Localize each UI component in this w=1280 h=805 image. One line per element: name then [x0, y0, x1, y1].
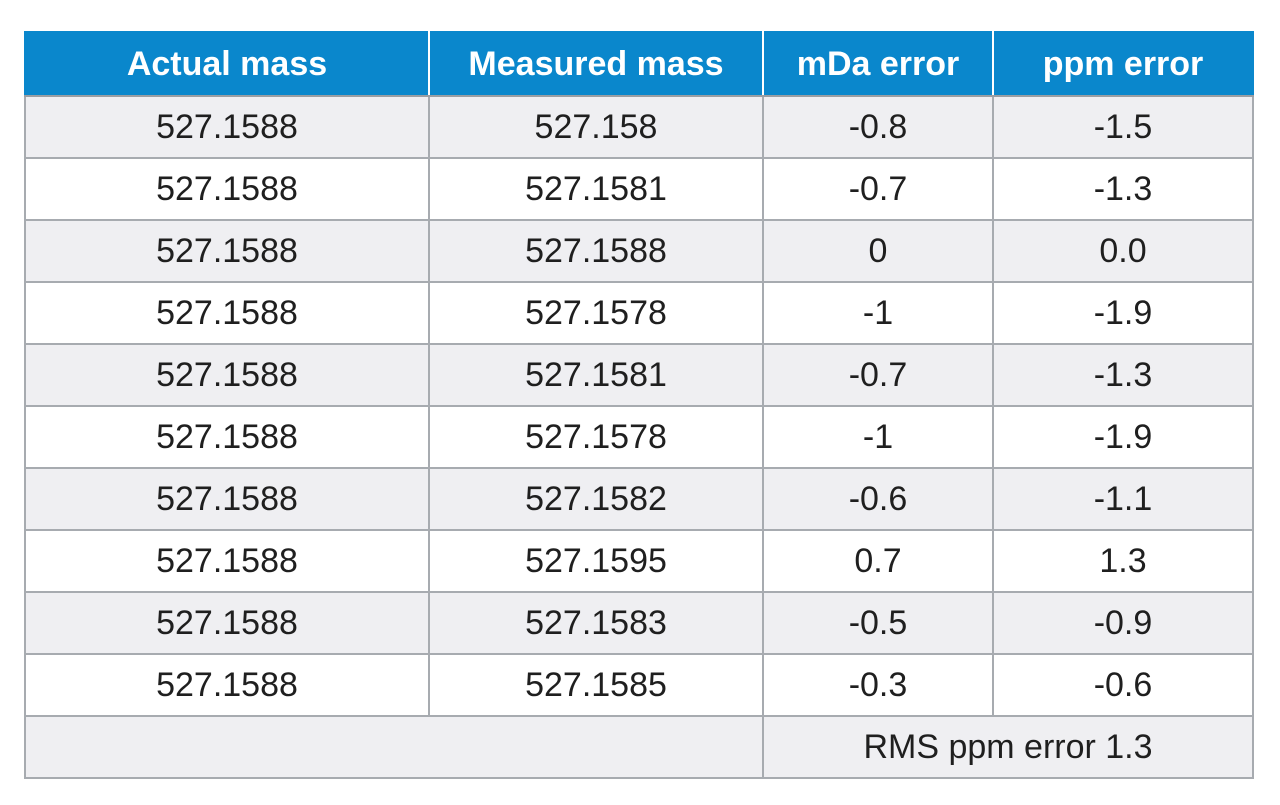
table-row: 527.1588 527.1585 -0.3 -0.6 — [24, 653, 1254, 717]
ppm-error-cell: -1.9 — [992, 281, 1254, 345]
actual-mass-cell: 527.1588 — [24, 95, 430, 159]
table-row: 527.1588 527.1583 -0.5 -0.9 — [24, 591, 1254, 655]
mda-error-cell: 0 — [762, 219, 994, 283]
actual-mass-cell: 527.1588 — [24, 467, 430, 531]
measured-mass-cell: 527.1595 — [428, 529, 764, 593]
measured-mass-cell: 527.1582 — [428, 467, 764, 531]
rms-ppm-error: RMS ppm error 1.3 — [762, 715, 1254, 779]
ppm-error-cell: -0.9 — [992, 591, 1254, 655]
table-header: Actual mass Measured mass mDa error ppm … — [24, 31, 1254, 97]
table-row: 527.1588 527.1595 0.7 1.3 — [24, 529, 1254, 593]
actual-mass-cell: 527.1588 — [24, 219, 430, 283]
ppm-error-cell: -1.3 — [992, 157, 1254, 221]
mda-error-cell: -1 — [762, 281, 994, 345]
ppm-error-cell: -1.1 — [992, 467, 1254, 531]
table-row: 527.1588 527.1578 -1 -1.9 — [24, 281, 1254, 345]
actual-mass-cell: 527.1588 — [24, 653, 430, 717]
header-measured-mass: Measured mass — [428, 31, 764, 97]
table-row: 527.1588 527.1578 -1 -1.9 — [24, 405, 1254, 469]
actual-mass-cell: 527.1588 — [24, 529, 430, 593]
actual-mass-cell: 527.1588 — [24, 405, 430, 469]
mda-error-cell: -0.8 — [762, 95, 994, 159]
table-row: 527.1588 527.1581 -0.7 -1.3 — [24, 157, 1254, 221]
actual-mass-cell: 527.1588 — [24, 281, 430, 345]
table-row: 527.1588 527.1582 -0.6 -1.1 — [24, 467, 1254, 531]
mda-error-cell: -0.3 — [762, 653, 994, 717]
header-row: Actual mass Measured mass mDa error ppm … — [24, 31, 1254, 97]
mass-error-table: Actual mass Measured mass mDa error ppm … — [24, 31, 1254, 779]
actual-mass-cell: 527.1588 — [24, 343, 430, 407]
footer-spacer-cell — [24, 715, 764, 779]
table-row: 527.1588 527.1588 0 0.0 — [24, 219, 1254, 283]
measured-mass-cell: 527.1578 — [428, 405, 764, 469]
mda-error-cell: -0.7 — [762, 157, 994, 221]
mda-error-cell: -0.5 — [762, 591, 994, 655]
mda-error-cell: 0.7 — [762, 529, 994, 593]
ppm-error-cell: -1.5 — [992, 95, 1254, 159]
actual-mass-cell: 527.1588 — [24, 591, 430, 655]
header-ppm-error: ppm error — [992, 31, 1254, 97]
mda-error-cell: -1 — [762, 405, 994, 469]
ppm-error-cell: -0.6 — [992, 653, 1254, 717]
measured-mass-cell: 527.1588 — [428, 219, 764, 283]
table-row: 527.1588 527.158 -0.8 -1.5 — [24, 95, 1254, 159]
header-mda-error: mDa error — [762, 31, 994, 97]
table-row: 527.1588 527.1581 -0.7 -1.3 — [24, 343, 1254, 407]
mda-error-cell: -0.6 — [762, 467, 994, 531]
footer-row: RMS ppm error 1.3 — [24, 715, 1254, 779]
header-actual-mass: Actual mass — [24, 31, 430, 97]
measured-mass-cell: 527.1578 — [428, 281, 764, 345]
measured-mass-cell: 527.158 — [428, 95, 764, 159]
ppm-error-cell: 1.3 — [992, 529, 1254, 593]
measured-mass-cell: 527.1581 — [428, 157, 764, 221]
ppm-error-cell: 0.0 — [992, 219, 1254, 283]
table-body: 527.1588 527.158 -0.8 -1.5 527.1588 527.1581-… — [24, 95, 1254, 717]
measured-mass-cell: 527.1583 — [428, 591, 764, 655]
ppm-error-cell: -1.9 — [992, 405, 1254, 469]
measured-mass-cell: 527.1585 — [428, 653, 764, 717]
actual-mass-cell: 527.1588 — [24, 157, 430, 221]
mda-error-cell: -0.7 — [762, 343, 994, 407]
ppm-error-cell: -1.3 — [992, 343, 1254, 407]
measured-mass-cell: 527.1581 — [428, 343, 764, 407]
table-footer: RMS ppm error 1.3 — [24, 715, 1254, 779]
